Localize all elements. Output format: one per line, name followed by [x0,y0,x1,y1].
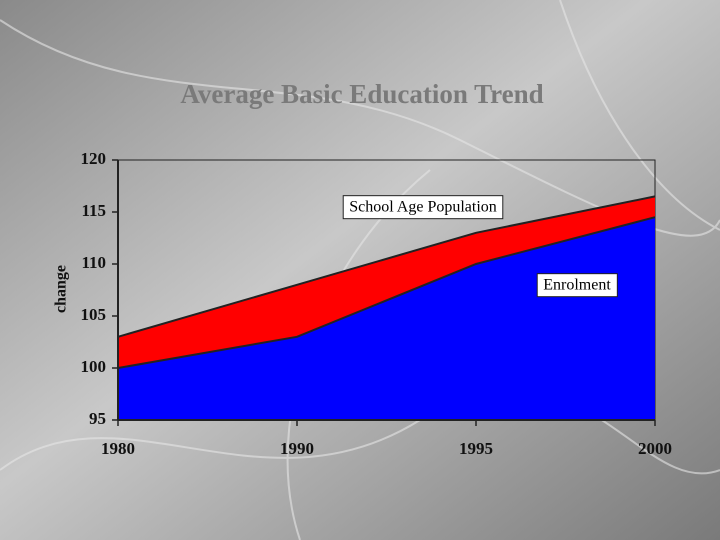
y-tick-label: 115 [81,201,106,220]
legend-label: Enrolment [543,277,611,294]
y-tick-label: 120 [81,149,107,168]
legend-label: School Age Population [349,199,497,216]
y-tick-label: 95 [89,409,106,428]
label-box [536,273,618,298]
y-axis-label: change [53,265,70,313]
y-tick-label: 110 [81,253,106,272]
series-label: Enrolment [536,273,618,298]
x-tick-label: 2000 [638,439,672,458]
area-outline [117,195,656,338]
series-label: School Age Population [342,195,504,220]
area-outline [117,216,656,369]
chart-title: Average Basic Education Trend [180,79,543,109]
label-box [342,195,504,220]
x-tick-label: 1995 [459,439,493,458]
y-tick-label: 105 [81,305,107,324]
x-tick-label: 1990 [280,439,314,458]
y-tick-label: 100 [81,357,107,376]
area [118,217,655,420]
x-tick-label: 1980 [101,439,135,458]
